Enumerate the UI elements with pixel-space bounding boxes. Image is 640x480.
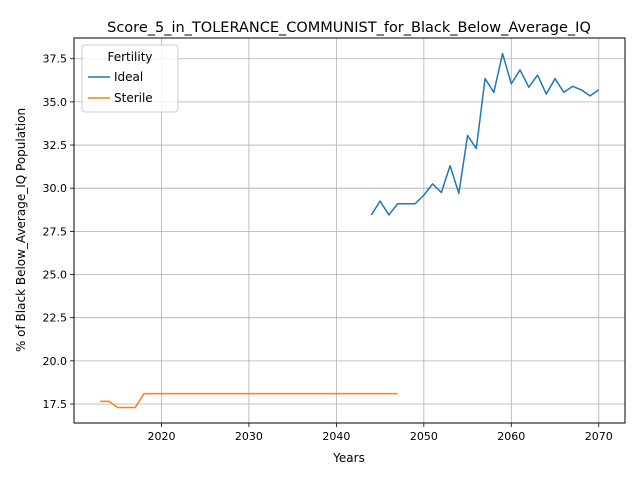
legend-title: Fertility <box>107 50 152 64</box>
y-axis-label: % of Black Below_Average_IQ Population <box>14 108 28 352</box>
x-tick-label: 2040 <box>322 430 350 443</box>
y-tick-label: 32.5 <box>43 139 68 152</box>
y-tick-label: 30.0 <box>43 182 68 195</box>
x-tick-label: 2030 <box>235 430 263 443</box>
y-tick-label: 22.5 <box>43 312 68 325</box>
y-tick-label: 25.0 <box>43 269 68 282</box>
legend-box <box>81 44 179 113</box>
x-tick-label: 2060 <box>497 430 525 443</box>
series-line-ideal <box>370 52 600 216</box>
chart-title: Score_5_in_TOLERANCE_COMMUNIST_for_Black… <box>107 20 591 36</box>
x-tick-label: 2070 <box>585 430 613 443</box>
legend-label-ideal: Ideal <box>114 70 143 84</box>
series-line-sterile <box>100 392 398 409</box>
x-tick-label: 2050 <box>410 430 438 443</box>
x-axis-ticks: 2020 2030 2040 2050 2060 2070 <box>147 423 613 443</box>
series-lines <box>100 52 600 409</box>
grid <box>74 38 625 423</box>
y-tick-label: 35.0 <box>43 96 68 109</box>
plot-frame <box>73 37 626 424</box>
legend-label-sterile: Sterile <box>114 91 153 105</box>
legend: Fertility Ideal Sterile <box>81 44 179 113</box>
x-axis-label: Years <box>332 451 365 465</box>
x-tick-label: 2020 <box>147 430 175 443</box>
y-axis-ticks: 17.5 20.0 22.5 25.0 27.5 30.0 32.5 35.0 37.5 <box>43 53 74 411</box>
y-tick-label: 17.5 <box>43 398 68 411</box>
y-tick-label: 20.0 <box>43 355 68 368</box>
y-tick-label: 27.5 <box>43 225 68 238</box>
y-tick-label: 37.5 <box>43 53 68 66</box>
